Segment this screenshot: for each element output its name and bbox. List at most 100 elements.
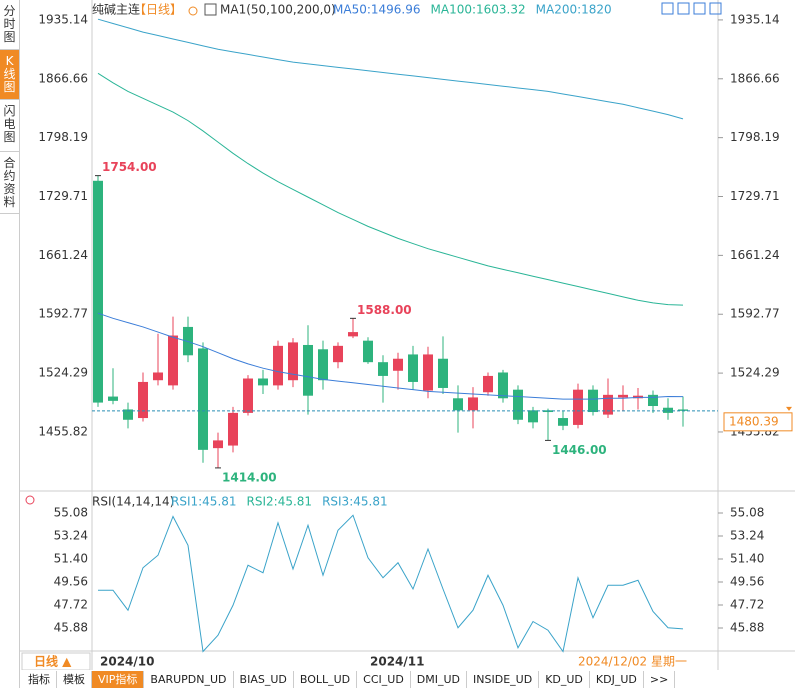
y-tick-label: 51.40 xyxy=(730,552,764,566)
candle-body xyxy=(168,335,178,386)
candle-body xyxy=(573,389,583,425)
tool-button[interactable] xyxy=(677,2,690,15)
indicator-tab[interactable]: DMI_UD xyxy=(411,671,468,688)
y-tick-label: 1524.29 xyxy=(730,366,780,380)
candle-body xyxy=(153,372,163,381)
y-tick-label: 45.88 xyxy=(730,621,764,635)
extreme-label: 1588.00 xyxy=(357,303,412,317)
tool-button[interactable] xyxy=(693,2,706,15)
symbol: 纯碱主连 xyxy=(92,2,140,17)
candle-body xyxy=(558,418,568,426)
indicator-tab[interactable]: 指标 xyxy=(22,671,57,688)
y-tick-label: 47.72 xyxy=(730,598,764,612)
cursor-date: 2024/12/02 星期一 xyxy=(578,655,687,669)
y-tick-label: 1935.14 xyxy=(38,12,88,26)
candle-body xyxy=(378,362,388,376)
candle-body xyxy=(498,372,508,399)
y-tick-label: 1455.82 xyxy=(38,424,88,438)
candle-body xyxy=(93,180,103,403)
period-button-box[interactable] xyxy=(21,652,91,670)
last-price-arrow xyxy=(786,406,792,411)
y-tick-label: 1729.71 xyxy=(38,189,88,203)
extreme-label: 1446.00 xyxy=(552,443,607,457)
y-tick-label: 55.08 xyxy=(730,506,764,520)
y-tick-label: 1729.71 xyxy=(730,189,780,203)
indicator-tab[interactable]: KD_UD xyxy=(539,671,590,688)
indicator-tab[interactable]: BIAS_UD xyxy=(234,671,294,688)
period-button[interactable]: 日线 ▲ xyxy=(34,654,72,669)
candle-body xyxy=(648,394,658,407)
ma-line xyxy=(97,18,684,120)
indicator-tab[interactable]: INSIDE_UD xyxy=(467,671,540,688)
y-tick-label: 53.24 xyxy=(54,529,88,543)
candle-body xyxy=(243,378,253,413)
y-tick-label: 1524.29 xyxy=(38,366,88,380)
candle-body xyxy=(198,348,208,450)
chart: 纯碱主连 【日线】 MA1(50,100,200,0) RSI(14,14,14… xyxy=(20,0,795,670)
indicator-tab[interactable]: CCI_UD xyxy=(357,671,411,688)
y-tick-label: 1866.66 xyxy=(38,71,88,85)
icon[interactable] xyxy=(188,6,198,16)
candle-body xyxy=(138,381,148,419)
tool-button[interactable] xyxy=(709,2,722,15)
candle-body xyxy=(528,410,538,423)
candle-body xyxy=(318,349,328,381)
y-tick-label: 1866.66 xyxy=(730,71,780,85)
legend-entry: RSI2:45.81 xyxy=(247,495,313,509)
legend-entry: RSI3:45.81 xyxy=(322,495,388,509)
y-tick-label: 1661.24 xyxy=(38,248,88,262)
legend-entry: MA50:1496.96 xyxy=(333,3,421,17)
sidebar-tab[interactable]: 闪电图 xyxy=(0,100,19,152)
candle-body xyxy=(678,409,688,411)
indicator-tab[interactable]: KDJ_UD xyxy=(590,671,644,688)
candle-body xyxy=(663,407,673,413)
extreme-label: 1754.00 xyxy=(102,160,157,174)
indicator-tab[interactable]: BARUPDN_UD xyxy=(144,671,234,688)
y-tick-label: 53.24 xyxy=(730,529,764,543)
indicator-tab[interactable]: 模板 xyxy=(57,671,92,688)
sidebar-tab[interactable]: 分时图 xyxy=(0,0,19,50)
candle-body xyxy=(123,409,133,420)
y-tick-label: 1592.77 xyxy=(730,307,780,321)
indicator-tabs: 指标 模板 VIP指标 BARUPDN_UD BIAS_UD BOLL_UD CCI_UD D… xyxy=(22,671,676,688)
ma-line xyxy=(97,72,684,306)
candle-body xyxy=(483,375,493,393)
y-tick-label: 49.56 xyxy=(54,575,88,589)
icon[interactable] xyxy=(25,495,35,505)
y-tick-label: 1592.77 xyxy=(38,307,88,321)
sidebar-tab[interactable]: K线图 xyxy=(0,50,19,100)
indicator-tab[interactable]: BOLL_UD xyxy=(294,671,358,688)
tool-button[interactable] xyxy=(661,2,674,15)
rsi-title: RSI(14,14,14) xyxy=(92,495,174,509)
candle-body xyxy=(618,394,628,398)
candle-body xyxy=(393,358,403,371)
ma-line xyxy=(97,312,684,400)
indicator-tab[interactable]: VIP指标 xyxy=(92,671,145,688)
candle-body xyxy=(273,345,283,386)
candle-body xyxy=(588,389,598,413)
indicator-tab[interactable]: >> xyxy=(644,671,676,688)
candle-body xyxy=(603,394,613,415)
icon[interactable] xyxy=(204,3,217,16)
candle-body xyxy=(408,354,418,382)
candle-body xyxy=(108,396,118,401)
legend-entry: MA200:1820 xyxy=(536,3,612,17)
period[interactable]: 【日线】 xyxy=(134,3,182,17)
candle-body xyxy=(303,344,313,396)
candle-body xyxy=(228,412,238,446)
legend-entry: RSI1:45.81 xyxy=(171,495,237,509)
y-tick-label: 1798.19 xyxy=(730,130,780,144)
candle-body xyxy=(348,332,358,337)
y-tick-label: 51.40 xyxy=(54,552,88,566)
last-price-label: 1480.39 xyxy=(729,414,779,428)
indicator: MA1(50,100,200,0) xyxy=(220,3,336,17)
candle-body xyxy=(333,345,343,363)
y-tick-label: 49.56 xyxy=(730,575,764,589)
candle-body xyxy=(438,358,448,388)
extreme-label: 1414.00 xyxy=(222,470,277,484)
candle-body xyxy=(288,342,298,381)
candle-body xyxy=(213,440,223,449)
candle-body xyxy=(363,340,373,363)
sidebar-tab[interactable]: 合约资料 xyxy=(0,152,19,214)
